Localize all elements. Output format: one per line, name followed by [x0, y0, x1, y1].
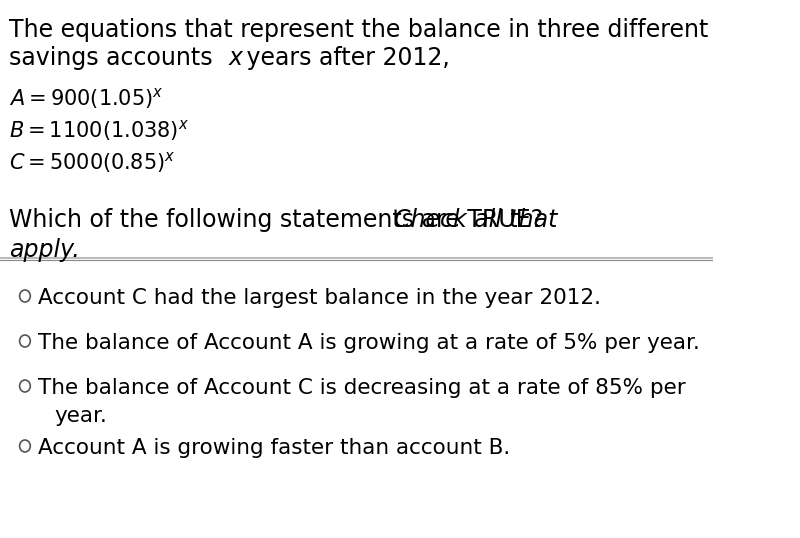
Text: x: x [229, 46, 243, 70]
Text: The balance of Account C is decreasing at a rate of 85% per: The balance of Account C is decreasing a… [38, 378, 686, 398]
Text: $B = 1100(1.038)^{x}$: $B = 1100(1.038)^{x}$ [9, 118, 189, 143]
Text: year.: year. [54, 406, 107, 426]
Text: Check all that: Check all that [394, 208, 558, 232]
Text: savings accounts: savings accounts [9, 46, 220, 70]
Text: $C = 5000(0.85)^{x}$: $C = 5000(0.85)^{x}$ [9, 150, 175, 175]
Text: apply.: apply. [9, 238, 80, 262]
Text: Which of the following statements are TRUE?: Which of the following statements are TR… [9, 208, 550, 232]
Text: The balance of Account A is growing at a rate of 5% per year.: The balance of Account A is growing at a… [38, 333, 700, 353]
Text: Account A is growing faster than account B.: Account A is growing faster than account… [38, 438, 510, 458]
Text: years after 2012,: years after 2012, [239, 46, 450, 70]
Text: $A = 900(1.05)^{x}$: $A = 900(1.05)^{x}$ [9, 86, 163, 111]
Text: Account C had the largest balance in the year 2012.: Account C had the largest balance in the… [38, 288, 602, 308]
Text: The equations that represent the balance in three different: The equations that represent the balance… [9, 18, 708, 42]
